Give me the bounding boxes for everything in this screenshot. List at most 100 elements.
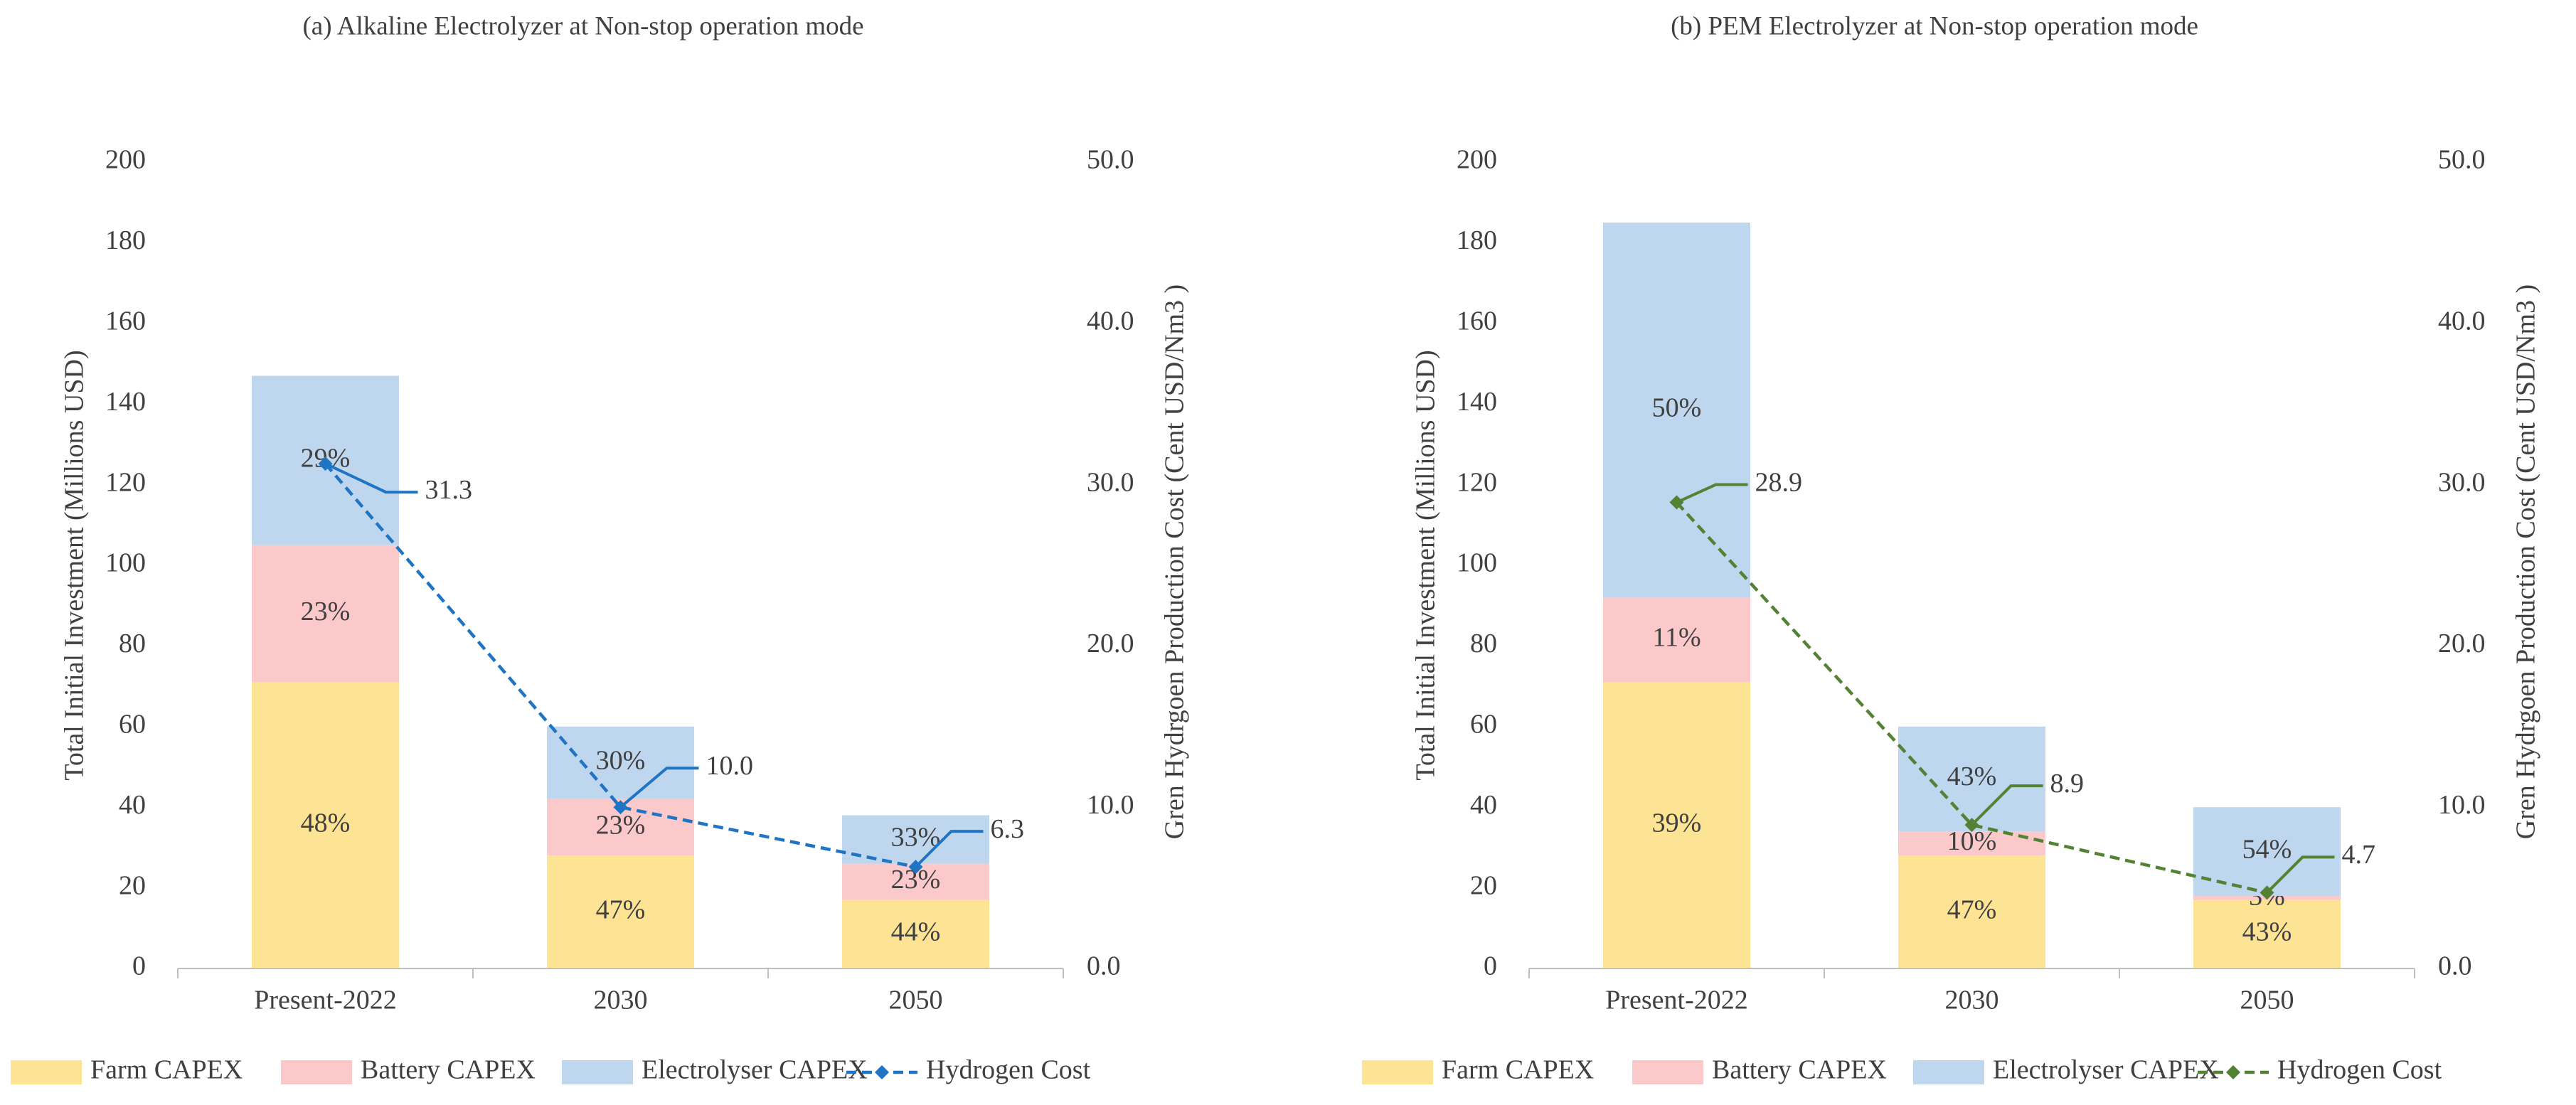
y-tick-label: 160 xyxy=(1457,306,1497,336)
bar-segment-battery-capex xyxy=(252,545,399,683)
bar-segment-electrolyser-capex xyxy=(842,815,989,864)
y-tick-label: 120 xyxy=(1457,467,1497,497)
y-tick-label: 80 xyxy=(1470,629,1497,658)
bar-data-label: 43% xyxy=(1947,762,1997,791)
data-label-leader-line xyxy=(1971,784,2043,826)
bar-data-label: 47% xyxy=(1947,895,1997,924)
y2-tick-label: 50.0 xyxy=(2438,145,2486,175)
legend-label: Electrolyser CAPEX xyxy=(1993,1055,2219,1085)
bar-segment-farm-capex xyxy=(1898,855,2045,968)
y-tick-label: 20 xyxy=(119,870,146,900)
legend-swatch-electrolyser-capex xyxy=(562,1060,633,1084)
y-axis-title: Total Initial Investment (Millions USD) xyxy=(1411,350,1441,780)
y2-tick-label: 20.0 xyxy=(2438,629,2486,658)
legend-swatch-electrolyser-capex xyxy=(1913,1060,1984,1084)
bar-data-label: 23% xyxy=(301,597,351,626)
legend-marker-hydrogen-cost xyxy=(875,1065,889,1079)
y2-tick-label: 10.0 xyxy=(2438,790,2486,820)
bar-data-label: 50% xyxy=(1652,393,1702,422)
y-tick-label: 60 xyxy=(1470,710,1497,740)
bar-data-label: 54% xyxy=(2242,834,2292,864)
chart-title: (b) PEM Electrolyzer at Non-stop operati… xyxy=(1671,11,2198,41)
legend-swatch-battery-capex xyxy=(281,1060,352,1084)
bar-data-label: 43% xyxy=(2242,917,2292,947)
legend-marker-hydrogen-cost xyxy=(2226,1065,2240,1079)
y2-tick-label: 0.0 xyxy=(2438,951,2472,981)
y-tick-label: 120 xyxy=(105,467,146,497)
y2-tick-label: 40.0 xyxy=(1087,306,1134,336)
y-tick-label: 180 xyxy=(105,225,146,255)
hydrogen-cost-line xyxy=(1675,501,2268,895)
y2-tick-label: 50.0 xyxy=(1087,145,1134,175)
y-tick-label: 80 xyxy=(119,629,146,658)
bar-segment-electrolyser-capex xyxy=(547,726,694,799)
data-label-leader-line xyxy=(619,767,699,808)
y-tick-label: 0 xyxy=(132,951,146,981)
line-data-label: 28.9 xyxy=(1755,467,1803,497)
line-data-label: 10.0 xyxy=(706,751,754,781)
data-label-leader-line xyxy=(1676,483,1748,504)
legend-swatch-farm-capex xyxy=(11,1060,82,1084)
y-tick-label: 40 xyxy=(119,790,146,820)
y2-tick-label: 0.0 xyxy=(1087,951,1121,981)
bar-segment-farm-capex xyxy=(252,682,399,968)
chart-panel-a: (a) Alkaline Electrolyzer at Non-stop op… xyxy=(11,11,1190,1085)
y-tick-label: 60 xyxy=(119,710,146,740)
y-tick-label: 140 xyxy=(1457,387,1497,417)
data-label-leader-line xyxy=(2266,855,2335,894)
legend-label: Farm CAPEX xyxy=(1442,1055,1594,1085)
y-tick-label: 100 xyxy=(1457,548,1497,578)
y-tick-label: 20 xyxy=(1470,870,1497,900)
y-tick-label: 0 xyxy=(1484,951,1497,981)
x-tick-label: 2050 xyxy=(889,986,943,1015)
x-tick-label: 2030 xyxy=(1945,986,1999,1015)
line-data-label: 8.9 xyxy=(2050,769,2085,799)
bar-segment-farm-capex xyxy=(2193,900,2341,968)
y-tick-label: 200 xyxy=(105,145,146,175)
line-data-label: 6.3 xyxy=(991,814,1025,844)
y2-tick-label: 10.0 xyxy=(1087,790,1134,820)
x-tick-label: Present-2022 xyxy=(254,986,397,1015)
data-label-leader-line xyxy=(324,462,418,494)
y-tick-label: 180 xyxy=(1457,225,1497,255)
y-tick-label: 140 xyxy=(105,387,146,417)
bar-segment-battery-capex xyxy=(1603,597,1750,683)
legend-label: Hydrogen Cost xyxy=(926,1055,1091,1085)
line-data-label: 4.7 xyxy=(2342,840,2376,870)
x-tick-label: 2030 xyxy=(594,986,648,1015)
y-tick-label: 200 xyxy=(1457,145,1497,175)
x-tick-label: Present-2022 xyxy=(1605,986,1748,1015)
y2-tick-label: 20.0 xyxy=(1087,629,1134,658)
chart-panel-b: (b) PEM Electrolyzer at Non-stop operati… xyxy=(1362,11,2541,1085)
line-data-label: 31.3 xyxy=(425,475,473,505)
y2-tick-label: 40.0 xyxy=(2438,306,2486,336)
bar-data-label: 44% xyxy=(891,917,941,947)
bar-segment-farm-capex xyxy=(547,855,694,968)
legend-swatch-farm-capex xyxy=(1362,1060,1433,1084)
legend-label: Battery CAPEX xyxy=(361,1055,536,1085)
legend-label: Hydrogen Cost xyxy=(2277,1055,2442,1085)
bar-segment-electrolyser-capex xyxy=(1898,726,2045,832)
bar-segment-farm-capex xyxy=(1603,682,1750,968)
chart-title: (a) Alkaline Electrolyzer at Non-stop op… xyxy=(302,11,863,41)
bar-data-label: 48% xyxy=(301,808,351,838)
bar-segment-electrolyser-capex xyxy=(1603,223,1750,598)
x-tick-label: 2050 xyxy=(2240,986,2294,1015)
data-label-leader-line xyxy=(915,830,984,868)
bar-data-label: 11% xyxy=(1652,623,1701,653)
bar-data-label: 47% xyxy=(596,895,646,924)
y-tick-label: 160 xyxy=(105,306,146,336)
y-tick-label: 40 xyxy=(1470,790,1497,820)
legend-label: Battery CAPEX xyxy=(1712,1055,1887,1085)
bar-data-label: 39% xyxy=(1652,808,1702,838)
legend-label: Farm CAPEX xyxy=(90,1055,243,1085)
bar-data-label: 30% xyxy=(596,746,646,776)
y2-tick-label: 30.0 xyxy=(2438,467,2486,497)
bar-segment-farm-capex xyxy=(842,900,989,968)
y2-tick-label: 30.0 xyxy=(1087,467,1134,497)
bar-data-label: 33% xyxy=(891,822,941,852)
legend-swatch-battery-capex xyxy=(1632,1060,1703,1084)
y2-axis-title: Gren Hydrgoen Production Cost (Cent USD/… xyxy=(2511,284,2541,839)
